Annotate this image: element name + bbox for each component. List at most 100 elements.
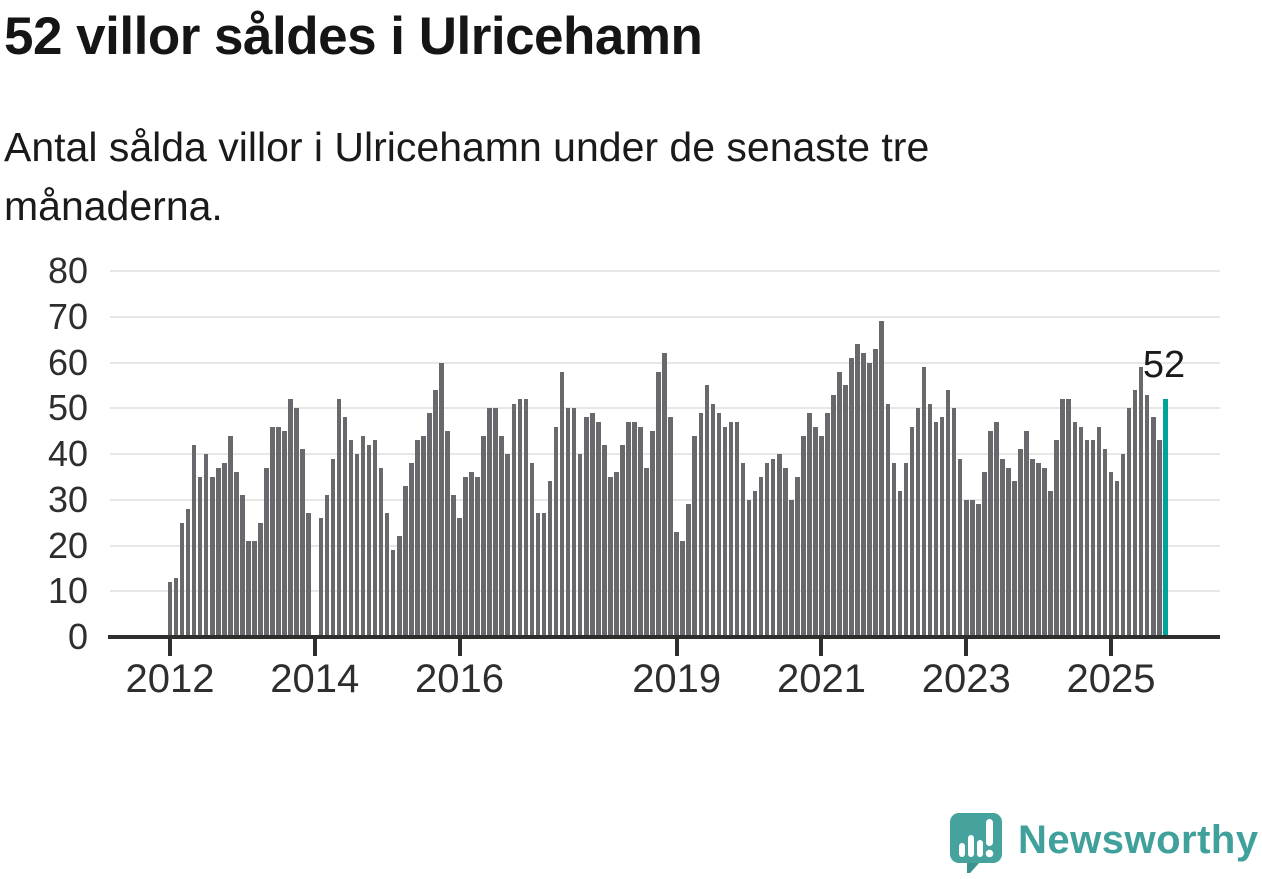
bar — [704, 385, 710, 637]
bar — [668, 417, 673, 637]
bar — [608, 476, 613, 637]
x-tick-label: 2025 — [1066, 657, 1156, 701]
bar — [511, 403, 517, 637]
bar — [366, 444, 372, 637]
bar — [614, 472, 619, 637]
bar — [282, 431, 287, 637]
bar — [716, 412, 722, 637]
bar — [1126, 408, 1132, 637]
bar — [722, 426, 728, 637]
bar — [1066, 399, 1072, 637]
x-tick-label: 2023 — [921, 657, 1011, 701]
bar — [547, 481, 553, 637]
y-tick-label: 60 — [47, 341, 88, 383]
bar — [228, 435, 233, 637]
bar — [288, 399, 293, 637]
bar — [770, 458, 776, 637]
x-tick-label: 2014 — [270, 657, 360, 701]
bar — [1072, 421, 1078, 637]
bar — [644, 467, 649, 637]
bar — [764, 463, 770, 637]
bar — [300, 449, 305, 637]
bar — [1132, 389, 1138, 637]
bar — [1138, 367, 1144, 637]
bar — [915, 408, 921, 637]
bar — [656, 371, 661, 637]
bar — [517, 399, 523, 637]
bar — [837, 371, 842, 637]
bar — [939, 417, 945, 637]
bar — [258, 522, 263, 637]
bar — [1108, 472, 1114, 637]
bar — [813, 426, 818, 637]
bar — [571, 408, 577, 637]
x-tick-label: 2021 — [776, 657, 866, 701]
bar — [1144, 394, 1150, 637]
bar — [1060, 399, 1066, 637]
bar — [415, 440, 420, 637]
bar — [246, 540, 251, 637]
bar — [758, 476, 764, 637]
bar — [541, 513, 547, 637]
bar — [710, 403, 716, 637]
bar — [378, 467, 384, 637]
bar — [855, 344, 860, 637]
y-tick-label: 80 — [47, 250, 88, 291]
bar — [173, 577, 179, 637]
bar — [909, 426, 915, 637]
bar — [849, 357, 854, 637]
bar — [933, 421, 939, 637]
bar — [294, 408, 299, 637]
bar — [752, 490, 758, 637]
bar — [318, 518, 324, 637]
bar — [988, 431, 993, 637]
y-tick-label: 10 — [47, 570, 88, 612]
bar — [975, 504, 981, 637]
bar — [264, 467, 269, 637]
bar — [408, 463, 414, 637]
bar — [843, 385, 848, 637]
bar — [740, 463, 746, 637]
bar — [680, 540, 685, 637]
bar — [921, 367, 927, 637]
bar — [1024, 431, 1029, 637]
bar — [1084, 440, 1090, 637]
x-axis-tick — [168, 639, 172, 656]
bar — [945, 389, 951, 637]
bar — [957, 458, 963, 637]
y-tick-label: 20 — [47, 524, 88, 566]
bar — [1156, 440, 1162, 637]
bar — [951, 408, 957, 637]
value-annotation: 52 — [1142, 344, 1186, 386]
bar — [276, 426, 281, 637]
bar — [234, 472, 239, 637]
bar — [897, 490, 903, 637]
bar — [457, 518, 462, 637]
bar — [927, 403, 933, 637]
bar — [505, 454, 511, 637]
bar — [626, 421, 631, 637]
bar — [1042, 467, 1047, 637]
bar — [336, 399, 342, 637]
bar — [565, 408, 571, 637]
bar — [1006, 467, 1011, 637]
bar — [1150, 417, 1156, 637]
bar — [873, 348, 879, 637]
bar — [324, 495, 330, 637]
x-axis-tick — [964, 639, 969, 656]
bar — [638, 426, 643, 637]
bar — [891, 463, 897, 637]
bar — [795, 476, 800, 637]
x-tick-label: 2012 — [125, 657, 215, 701]
y-tick-label: 0 — [67, 616, 88, 657]
bar — [620, 444, 625, 637]
x-axis-tick — [457, 639, 462, 656]
bar — [215, 467, 221, 637]
x-axis-tick — [1108, 639, 1113, 656]
bar — [969, 499, 975, 637]
chart-title: 52 villor såldes i Ulricehamn — [4, 7, 703, 66]
gridline — [110, 270, 1220, 272]
newsworthy-logo-text: Newsworthy — [1018, 817, 1259, 862]
bar — [819, 435, 824, 637]
x-tick-label: 2019 — [632, 657, 722, 701]
